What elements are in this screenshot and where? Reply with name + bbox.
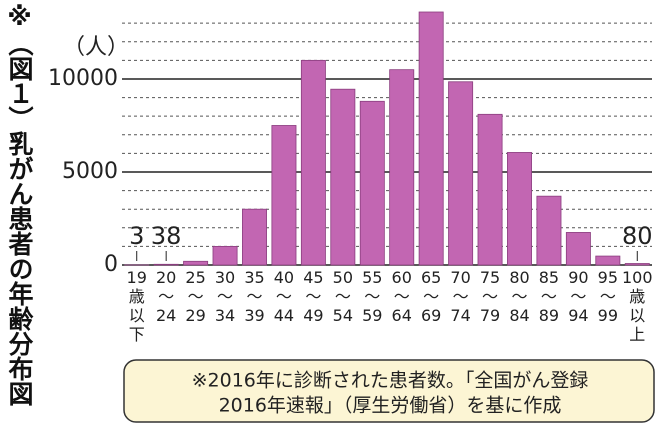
bar <box>595 255 621 266</box>
bar <box>477 113 503 266</box>
x-tick-label: 100 歳以上 <box>622 268 653 344</box>
bar <box>359 100 385 266</box>
bar <box>153 263 179 266</box>
x-tick-label: 45 〜 49 <box>303 268 323 325</box>
x-tick-label: 70 〜 74 <box>450 268 470 325</box>
y-tick-label: 5000 <box>62 159 118 184</box>
bar <box>507 152 532 266</box>
note-line: ※2016年に診断された患者数。「全国がん登録 <box>192 370 589 392</box>
bar <box>565 232 591 266</box>
x-tick-label: 25 〜 29 <box>185 268 205 325</box>
x-tick-label: 50 〜 54 <box>333 268 353 325</box>
x-tick-label: 85 〜 89 <box>539 268 559 325</box>
bar <box>448 81 474 266</box>
x-tick-label: 20 〜 24 <box>156 268 176 325</box>
x-tick-label: 80 〜 84 <box>509 268 529 325</box>
y-tick-label: 0 <box>104 252 118 277</box>
chart-title: ※（図１）乳がん患者の年齢分布図 <box>5 2 34 406</box>
bar <box>330 88 356 266</box>
y-unit: （人） <box>63 35 129 60</box>
value-label: 80 <box>622 222 653 250</box>
note-box <box>123 359 655 423</box>
bar <box>212 245 238 266</box>
bar <box>389 69 415 266</box>
x-tick-label: 95 〜 99 <box>598 268 618 325</box>
bar <box>183 260 209 266</box>
x-tick-label: 35 〜 39 <box>244 268 264 325</box>
value-label: 38 <box>151 222 182 250</box>
x-tick-label: 65 〜 69 <box>421 268 441 325</box>
bar <box>418 11 444 266</box>
bar <box>242 208 267 266</box>
bar <box>624 263 650 266</box>
x-tick-label: 75 〜 79 <box>480 268 500 325</box>
bar <box>271 125 297 266</box>
x-tick-label: 30 〜 34 <box>215 268 235 325</box>
bar <box>536 195 562 266</box>
note-line: 2016年速報」（厚生労働省）を基に作成 <box>219 395 562 417</box>
y-tick-label: 10000 <box>48 66 118 91</box>
bar <box>300 59 326 266</box>
x-tick-label: 90 〜 94 <box>568 268 588 325</box>
x-tick-label: 40 〜 44 <box>274 268 294 325</box>
value-label: 3 <box>129 222 144 250</box>
x-tick-label: 55 〜 59 <box>362 268 382 325</box>
x-tick-label: 19 歳以下 <box>127 268 147 344</box>
x-tick-label: 60 〜 64 <box>392 268 412 325</box>
